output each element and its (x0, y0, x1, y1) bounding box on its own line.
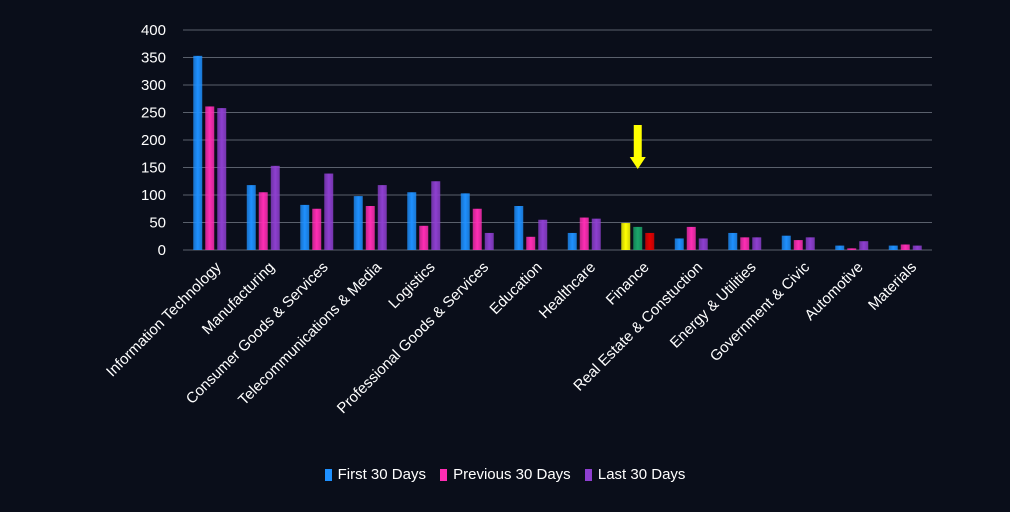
bar-first-30-days (781, 235, 791, 250)
y-tick-label: 200 (141, 132, 166, 149)
bar-last-30-days (752, 237, 762, 250)
legend-label: Last 30 Days (597, 466, 686, 483)
x-category-label: Materials (865, 259, 920, 314)
x-category-label: Healthcare (536, 259, 599, 322)
bar-first-30-days (353, 196, 363, 250)
y-tick-label: 150 (141, 160, 166, 177)
gridlines (183, 29, 932, 251)
bar-first-30-days (567, 232, 577, 250)
x-category-label: Logistics (385, 259, 438, 312)
bar-first-30-days (514, 206, 524, 250)
legend-swatch (324, 468, 332, 481)
bar-first-30-days (300, 204, 310, 250)
bar-last-30-days (431, 181, 441, 250)
y-tick-label: 50 (149, 215, 166, 232)
legend-item-previous-30-days: Previous 30 Days (440, 466, 571, 483)
bar-last-30-days (645, 232, 655, 250)
bar-first-30-days (621, 223, 631, 250)
bar-previous-30-days (258, 192, 268, 250)
bar-last-30-days (912, 245, 922, 250)
bar-last-30-days (538, 219, 548, 250)
bar-last-30-days (859, 241, 869, 250)
legend-swatch (584, 468, 592, 481)
x-category-label: Automotive (801, 259, 866, 324)
bar-last-30-days (324, 173, 334, 250)
bar-previous-30-days (312, 208, 322, 250)
y-tick-label: 400 (141, 22, 166, 39)
x-axis-labels: Information TechnologyManufacturingConsu… (103, 258, 920, 417)
bar-first-30-days (728, 232, 738, 250)
bar-first-30-days (460, 193, 470, 250)
y-axis-ticks: 0 50 100 150 200 250 300 350 400 (141, 22, 166, 259)
bar-first-30-days (888, 245, 898, 250)
bar-previous-30-days (419, 225, 429, 250)
bar-first-30-days (674, 238, 684, 250)
y-tick-label: 350 (141, 50, 166, 67)
y-tick-label: 250 (141, 105, 166, 122)
bar-first-30-days (246, 185, 256, 250)
bar-previous-30-days (793, 240, 803, 250)
bar-last-30-days (484, 232, 494, 250)
bar-last-30-days (805, 237, 815, 250)
bar-previous-30-days (205, 106, 215, 250)
x-category-label: Government & Civic (707, 258, 814, 365)
bar-last-30-days (698, 238, 708, 250)
bar-last-30-days (377, 185, 387, 250)
legend-item-last-30-days: Last 30 Days (584, 466, 686, 483)
bar-previous-30-days (740, 237, 750, 250)
legend-item-first-30-days: First 30 Days (324, 466, 426, 483)
bar-previous-30-days (526, 236, 536, 250)
highlight-arrow-icon (629, 125, 646, 170)
y-tick-label: 100 (141, 187, 166, 204)
bar-last-30-days (217, 108, 227, 250)
bar-previous-30-days (900, 244, 910, 250)
bar-first-30-days (407, 192, 417, 250)
bars (193, 55, 922, 250)
bar-previous-30-days (472, 208, 482, 250)
bar-previous-30-days (633, 226, 643, 250)
bar-first-30-days (193, 55, 203, 250)
legend: First 30 Days Previous 30 Days Last 30 D… (0, 466, 1010, 485)
bar-last-30-days (270, 165, 280, 250)
x-category-label: Finance (603, 259, 653, 309)
legend-swatch (440, 468, 448, 481)
bar-previous-30-days (686, 226, 696, 250)
y-tick-label: 300 (141, 77, 166, 94)
y-tick-label: 0 (158, 242, 166, 259)
bar-previous-30-days (579, 217, 589, 250)
annotations (629, 125, 646, 170)
legend-label: First 30 Days (337, 466, 426, 483)
bar-last-30-days (591, 218, 601, 250)
legend-label: Previous 30 Days (453, 466, 571, 483)
bar-first-30-days (835, 245, 845, 250)
bar-previous-30-days (365, 206, 375, 250)
bar-previous-30-days (847, 248, 857, 250)
